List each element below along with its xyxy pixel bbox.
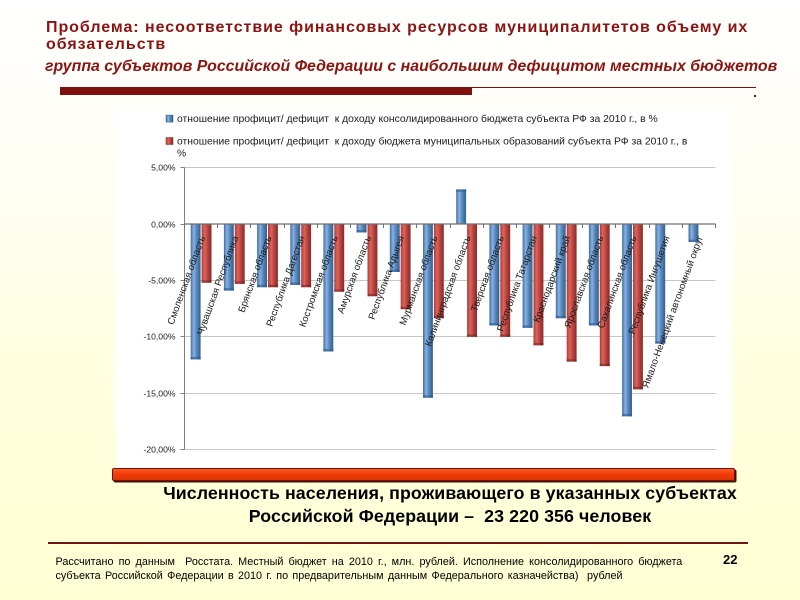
svg-text:5,00%: 5,00% xyxy=(151,163,176,173)
svg-text:-10,00%: -10,00% xyxy=(143,332,175,342)
svg-text:отношение профицит/ дефицит к: отношение профицит/ дефицит к доходу кон… xyxy=(177,113,658,125)
svg-text:-20,00%: -20,00% xyxy=(143,445,175,455)
svg-text:-15,00%: -15,00% xyxy=(143,389,175,399)
svg-text:отношение профицит/ дефицит к: отношение профицит/ дефицит к доходу бюд… xyxy=(177,136,688,148)
svg-text:0,00%: 0,00% xyxy=(151,220,176,230)
svg-text:%: % xyxy=(177,148,186,159)
svg-text:Ямало-Ненецкий автономный окру: Ямало-Ненецкий автономный округ xyxy=(641,234,707,389)
svg-text:-5,00%: -5,00% xyxy=(148,276,176,286)
